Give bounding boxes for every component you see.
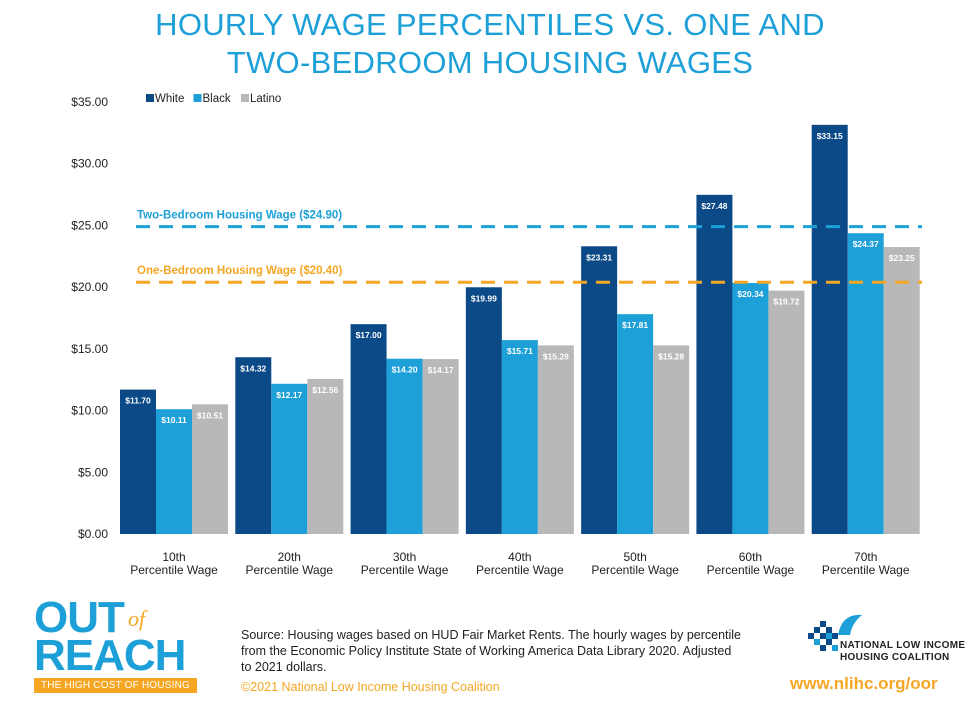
bar-value-label: $24.37 [853, 239, 879, 249]
y-tick-label: $0.00 [78, 527, 108, 541]
bar-value-label: $12.56 [312, 385, 338, 395]
bar-white [811, 124, 848, 534]
legend-swatch-white [146, 94, 154, 102]
x-tick-label: Percentile Wage [361, 563, 449, 577]
nlihc-name-line-2: HOUSING COALITION [840, 652, 950, 663]
bar-latino [883, 247, 920, 534]
source-note: Source: Housing wages based on HUD Fair … [241, 628, 742, 674]
y-tick-label: $35.00 [71, 95, 108, 109]
bar-value-label: $12.17 [276, 390, 302, 400]
legend-label-latino: Latino [250, 93, 281, 105]
bar-white [350, 324, 387, 534]
legend-label-black: Black [203, 93, 231, 105]
bar-value-label: $15.71 [507, 346, 533, 356]
bar-value-label: $17.00 [356, 330, 382, 340]
bar-black [156, 409, 192, 534]
bar-value-label: $10.11 [161, 415, 187, 425]
bar-value-label: $23.31 [586, 252, 612, 262]
bar-value-label: $15.28 [543, 351, 569, 361]
bar-black [617, 314, 654, 534]
y-tick-label: $10.00 [71, 404, 108, 418]
bar-white [696, 194, 733, 534]
bar-value-label: $17.81 [622, 320, 648, 330]
copyright-text: ©2021 National Low Income Housing Coalit… [241, 680, 500, 694]
chart-title-line-2: TWO-BEDROOM HOUSING WAGES [226, 45, 754, 80]
bar-value-label: $33.15 [817, 131, 843, 141]
bar-value-label: $10.51 [197, 410, 223, 420]
x-tick-label: Percentile Wage [476, 563, 564, 577]
legend-label-white: White [155, 93, 184, 105]
bar-value-label: $14.32 [240, 363, 266, 373]
bar-value-label: $11.70 [125, 396, 151, 406]
bar-value-label: $20.34 [737, 289, 763, 299]
bar-white [120, 389, 156, 534]
reference-line-label: Two-Bedroom Housing Wage ($24.90) [137, 210, 342, 222]
bar-chart: $0.00 $5.00 $10.00 $15.00 $20.00 $25.00 $30.00… [71, 93, 922, 577]
bar-latino [537, 345, 574, 534]
bar-value-label: $27.48 [701, 201, 727, 211]
bar-latino [422, 359, 459, 534]
y-tick-label: $30.00 [71, 157, 108, 171]
y-tick-label: $25.00 [71, 218, 108, 232]
bar-black [847, 233, 884, 534]
bar-value-label: $14.17 [428, 365, 454, 375]
out-of-reach-logo: OUT of REACH THE HIGH COST OF HOUSING [34, 596, 204, 696]
x-tick-label: Percentile Wage [707, 563, 795, 577]
reference-line-label: One-Bedroom Housing Wage ($20.40) [137, 265, 342, 277]
chart-title-line-1: HOURLY WAGE PERCENTILES VS. ONE AND [155, 7, 825, 42]
x-tick-label: Percentile Wage [245, 563, 333, 577]
logo-tagline: THE HIGH COST OF HOUSING [34, 678, 197, 693]
x-tick-label: 70th [854, 550, 877, 564]
bar-value-label: $15.28 [658, 351, 684, 361]
logo-out-text: OUT [34, 593, 125, 642]
y-tick-label: $5.00 [78, 465, 108, 479]
x-tick-label: 30th [393, 550, 416, 564]
bar-latino [653, 345, 690, 534]
bar-value-label: $23.25 [889, 253, 915, 263]
bar-value-label: $19.99 [471, 293, 497, 303]
x-tick-label: 20th [278, 550, 301, 564]
nlihc-url-link[interactable]: www.nlihc.org/oor [790, 674, 938, 693]
nlihc-name-line-1: NATIONAL LOW INCOME [840, 640, 966, 651]
nlihc-name: NATIONAL LOW INCOME HOUSING COALITION [840, 640, 965, 664]
bar-value-label: $14.20 [392, 365, 418, 375]
y-tick-label: $15.00 [71, 342, 108, 356]
legend-swatch-latino [241, 94, 249, 102]
bar-white [235, 357, 272, 534]
logo-of-text: of [128, 606, 146, 631]
chart-title: HOURLY WAGE PERCENTILES VS. ONE AND TWO-… [0, 6, 980, 82]
x-tick-label: 50th [623, 550, 646, 564]
y-tick-label: $20.00 [71, 280, 108, 294]
bar-latino [768, 290, 805, 534]
x-tick-label: Percentile Wage [130, 563, 218, 577]
bar-value-label: $19.72 [773, 297, 799, 307]
bar-black [501, 340, 538, 534]
x-tick-label: Percentile Wage [591, 563, 679, 577]
bar-latino [192, 404, 228, 534]
x-tick-label: 60th [739, 550, 762, 564]
bar-white [581, 246, 618, 534]
bar-black [271, 383, 308, 534]
logo-reach-text: REACH [34, 631, 186, 680]
bar-latino [307, 378, 344, 534]
x-tick-label: Percentile Wage [822, 563, 910, 577]
bar-black [386, 358, 423, 534]
legend-swatch-black [193, 94, 202, 102]
bar-black [732, 282, 769, 534]
nlihc-house-logo-icon [808, 614, 862, 651]
x-tick-label: 10th [162, 550, 185, 564]
bar-white [465, 287, 502, 534]
x-tick-label: 40th [508, 550, 531, 564]
